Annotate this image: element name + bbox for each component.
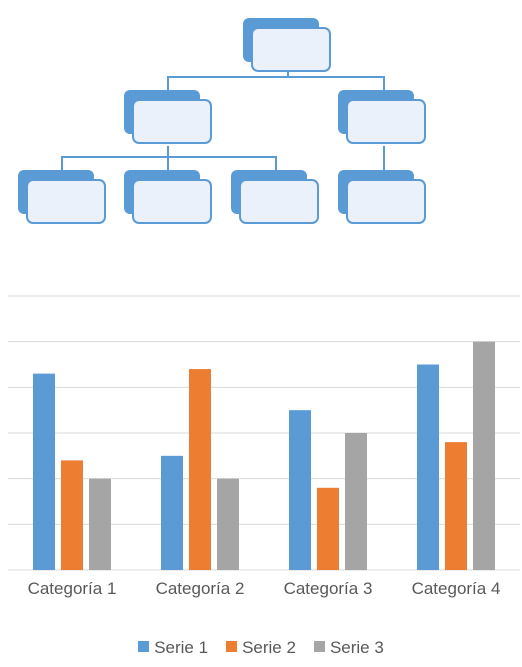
- connector-drop-1: [61, 156, 63, 170]
- connector-level2-bar: [61, 156, 277, 158]
- bar-2-4: [445, 442, 467, 570]
- connector-left-drop: [167, 76, 169, 90]
- x-tick-label: Categoría 2: [156, 579, 245, 598]
- x-tick-label: Categoría 1: [28, 579, 117, 598]
- legend-swatch: [313, 641, 325, 652]
- legend-label: Serie 1: [154, 638, 209, 657]
- connector-level1-bar: [167, 76, 385, 78]
- org-node-level2-2: [124, 170, 212, 224]
- connector-right-stem: [383, 146, 385, 170]
- bar-3-4: [473, 341, 495, 570]
- bar-1-4: [417, 364, 439, 570]
- org-chart: [0, 0, 522, 250]
- org-node-level1-left: [124, 90, 212, 144]
- x-tick-label: Categoría 3: [284, 579, 373, 598]
- bar-1-3: [289, 410, 311, 570]
- org-node-level1-right: [338, 90, 426, 144]
- bar-3-1: [89, 478, 111, 570]
- legend-swatch: [226, 641, 238, 652]
- legend-item: Serie 3: [313, 638, 384, 658]
- org-node-level2-3: [231, 170, 319, 224]
- legend-item: Serie 1: [138, 638, 208, 658]
- org-node-level2-4: [338, 170, 426, 224]
- bar-3-3: [345, 433, 367, 570]
- legend-swatch: [138, 641, 150, 652]
- bar-2-2: [189, 369, 211, 570]
- bar-3-2: [217, 478, 239, 570]
- x-tick-label: Categoría 4: [412, 579, 501, 598]
- legend-item: Serie 2: [226, 638, 296, 658]
- bar-2-3: [317, 487, 339, 570]
- bar-1-2: [161, 455, 183, 570]
- bar-chart: Categoría 1 Categoría 2 Categoría 3 Categor…: [0, 280, 522, 667]
- org-node-root: [243, 18, 331, 72]
- connector-drop-3: [275, 156, 277, 170]
- legend-label: Serie 2: [242, 638, 296, 657]
- chart-legend: Serie 1 Serie 2 Serie 3: [0, 638, 522, 658]
- bar-chart-canvas: Categoría 1 Categoría 2 Categoría 3 Categor…: [8, 295, 520, 598]
- connector-right-drop: [383, 76, 385, 90]
- connector-drop-2: [167, 156, 169, 170]
- connector-left-stem: [167, 146, 169, 157]
- bar-2-1: [61, 460, 83, 570]
- bar-1-1: [33, 373, 55, 570]
- legend-label: Serie 3: [329, 638, 384, 657]
- connector-root-stem: [287, 68, 289, 77]
- org-node-level2-1: [18, 170, 106, 224]
